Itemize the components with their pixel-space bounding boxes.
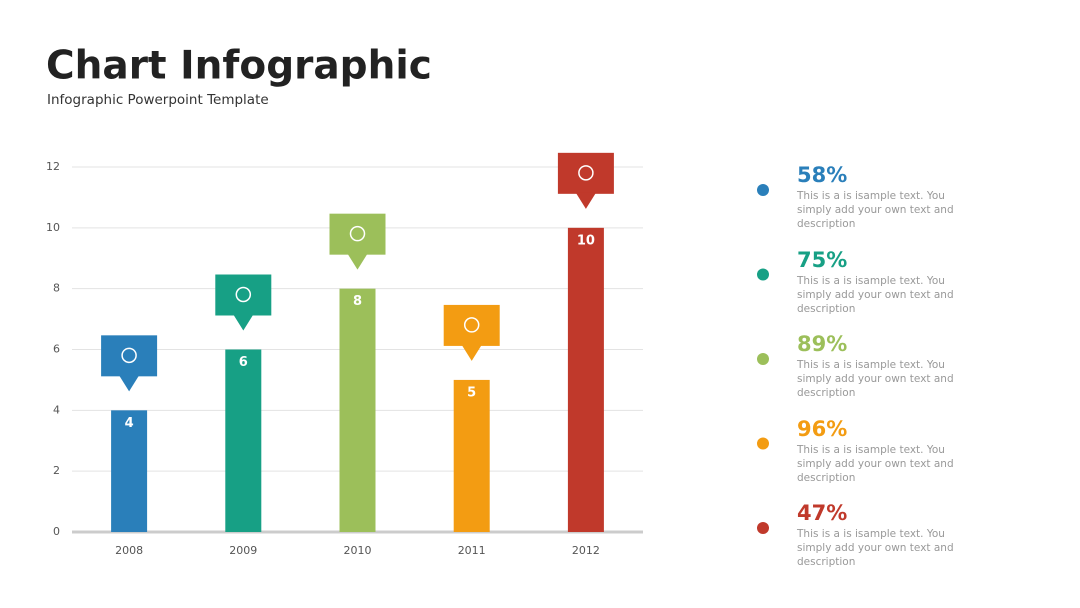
bar (339, 288, 376, 532)
callout-pointer (575, 192, 596, 209)
callout-icon (463, 317, 480, 333)
callout (101, 335, 158, 392)
description: This is a is isample text. You simply ad… (797, 359, 954, 399)
callout-box (215, 274, 272, 316)
bar (225, 349, 262, 532)
y-tick-label: 10 (46, 221, 60, 234)
value-label: 4 (125, 416, 134, 431)
callout-icon (349, 225, 366, 242)
bar (453, 379, 490, 532)
description: This is a is isample text. You simply ad… (797, 190, 954, 230)
x-tick-label: 2010 (344, 544, 372, 557)
callout-pointer (461, 344, 482, 361)
y-tick-label: 0 (53, 525, 60, 538)
x-tick-label: 2008 (115, 544, 143, 557)
callout (329, 213, 386, 270)
value-label: 6 (239, 355, 248, 370)
callout-box (329, 213, 386, 255)
value-label: 10 (577, 233, 595, 248)
callout-pointer (119, 375, 140, 392)
legend-dot (757, 353, 769, 365)
callout-box (443, 304, 500, 346)
chart-title: Chart Infographic (46, 44, 432, 89)
percent-label: 89% (797, 332, 848, 356)
y-tick-label: 8 (53, 282, 60, 295)
percent-label: 96% (797, 416, 848, 441)
y-tick-label: 2 (53, 464, 60, 477)
chart-subtitle: Infographic Powerpoint Template (47, 92, 269, 108)
callout (557, 152, 614, 209)
value-label: 5 (467, 385, 476, 400)
callout (443, 304, 500, 361)
y-tick-label: 6 (53, 343, 60, 356)
percent-label: 47% (797, 501, 848, 525)
callout-box (557, 152, 614, 194)
value-label: 8 (353, 294, 362, 309)
x-tick-label: 2009 (229, 544, 257, 557)
callout-icon (578, 165, 594, 181)
y-tick-label: 12 (46, 160, 60, 173)
callout-pointer (347, 253, 368, 270)
legend-dot (757, 268, 769, 281)
x-tick-label: 2012 (572, 544, 600, 557)
percent-label: 58% (797, 163, 848, 187)
callout-box (101, 335, 158, 377)
legend-dot (757, 437, 769, 450)
x-tick-label: 2011 (458, 544, 486, 557)
legend-dot (757, 522, 769, 534)
y-tick-label: 4 (53, 403, 60, 416)
description: This is a is isample text. You simply ad… (797, 443, 954, 484)
description: This is a is isample text. You simply ad… (797, 274, 954, 315)
percent-label: 75% (797, 247, 848, 272)
callout-icon (235, 286, 252, 303)
callout (215, 274, 272, 331)
bar (567, 227, 604, 533)
callout-icon (121, 347, 137, 364)
callout-pointer (233, 314, 254, 331)
legend-dot (757, 184, 769, 196)
description: This is a is isample text. You simply ad… (797, 528, 954, 568)
bar (111, 410, 148, 532)
